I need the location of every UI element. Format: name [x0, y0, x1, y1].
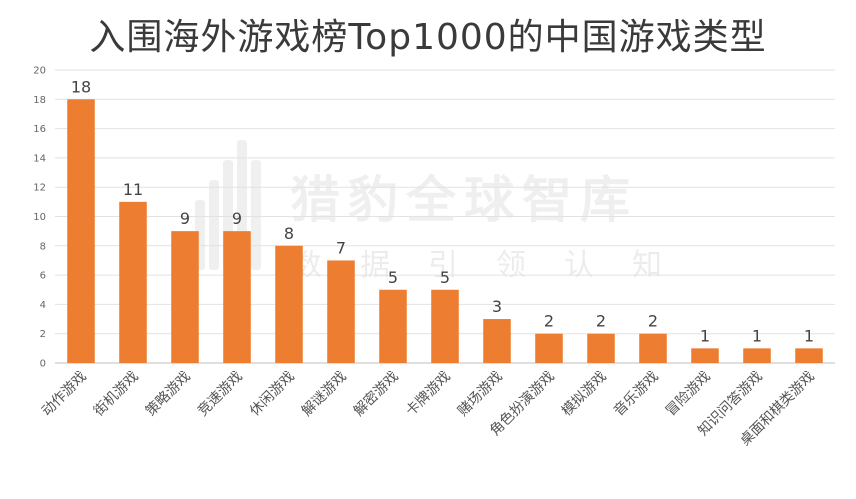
y-tick-label: 10: [33, 212, 46, 223]
bar: [691, 348, 719, 363]
bar: [379, 289, 407, 363]
y-tick-label: 14: [33, 153, 46, 164]
data-label: 9: [232, 209, 242, 228]
data-label: 2: [648, 312, 658, 331]
x-tick-label: 竞速游戏: [194, 368, 246, 420]
data-label: 2: [544, 312, 554, 331]
bar: [483, 319, 511, 363]
x-tick-label: 策略游戏: [142, 368, 194, 420]
bar: [171, 231, 199, 363]
y-tick-label: 18: [33, 95, 46, 106]
x-tick-label: 冒险游戏: [663, 369, 714, 420]
y-tick-label: 20: [33, 66, 46, 77]
bar: [223, 231, 251, 363]
bar: [639, 333, 667, 363]
chart-title: 入围海外游戏榜Top1000的中国游戏类型: [89, 17, 767, 58]
bar: [275, 245, 303, 363]
bar: [795, 348, 823, 363]
bar: [535, 333, 563, 363]
bar: [743, 348, 771, 363]
bar: [119, 201, 147, 363]
y-axis-ticks: 0 2 4 6 8 10 12 14 16 18 20: [33, 66, 46, 370]
x-tick-label: 模拟游戏: [559, 369, 610, 420]
x-tick-label: 动作游戏: [39, 369, 90, 420]
data-label: 1: [752, 326, 762, 345]
bar: [67, 99, 95, 364]
data-label: 2: [596, 312, 606, 331]
y-tick-label: 0: [40, 359, 46, 370]
data-label: 5: [388, 268, 398, 287]
y-tick-label: 6: [40, 271, 46, 282]
data-label: 8: [284, 224, 294, 243]
y-tick-label: 16: [33, 124, 46, 135]
data-label: 11: [123, 180, 143, 199]
x-tick-label: 街机游戏: [91, 369, 142, 420]
x-tick-label: 赌场游戏: [455, 369, 506, 420]
data-label: 5: [440, 268, 450, 287]
watermark-text: 猎豹全球智库: [290, 171, 638, 229]
data-label: 3: [492, 297, 502, 316]
data-label: 1: [804, 326, 814, 345]
bar: [587, 333, 615, 363]
data-label: 7: [336, 238, 346, 257]
x-tick-label: 休闲游戏: [247, 369, 298, 420]
y-tick-label: 2: [40, 329, 46, 340]
x-axis-ticks: 动作游戏 街机游戏 策略游戏 竞速游戏 休闲游戏 解谜游戏 解密游戏 卡牌游戏 赌场游戏角色扮演…: [39, 368, 818, 449]
data-label: 18: [71, 77, 91, 96]
y-tick-label: 8: [40, 241, 46, 252]
bar: [327, 260, 355, 363]
data-label: 1: [700, 326, 710, 345]
data-label: 9: [180, 209, 190, 228]
y-tick-label: 12: [33, 183, 46, 194]
y-tick-label: 4: [40, 300, 46, 311]
x-tick-label: 卡牌游戏: [402, 368, 454, 420]
x-tick-label: 音乐游戏: [610, 368, 662, 420]
bar: [431, 289, 459, 363]
bars: [67, 99, 823, 364]
x-tick-label: 解密游戏: [350, 368, 402, 420]
x-tick-label: 解谜游戏: [299, 369, 350, 420]
